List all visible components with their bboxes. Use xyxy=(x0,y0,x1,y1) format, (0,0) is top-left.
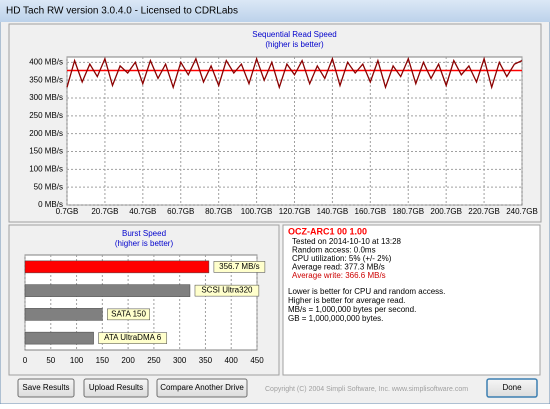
info-line: Random access: 0.0ms xyxy=(292,246,376,255)
bar-label: 356.7 MB/s xyxy=(219,262,259,271)
chart-subtitle: (higher is better) xyxy=(115,239,174,248)
x-tick-label: 100.7GB xyxy=(241,207,273,216)
y-tick-label: 150 MB/s xyxy=(29,147,63,156)
x-tick-label: 100 xyxy=(70,356,84,365)
y-tick-label: 50 MB/s xyxy=(34,182,63,191)
button[interactable] xyxy=(83,378,149,398)
x-tick-label: 250 xyxy=(147,356,161,365)
info-line: Tested on 2014-10-10 at 13:28 xyxy=(292,237,402,246)
x-tick-label: 450 xyxy=(250,356,264,365)
info-note: Lower is better for CPU and random acces… xyxy=(288,287,445,296)
bar-label: ATA UltraDMA 6 xyxy=(104,333,162,342)
button-label[interactable]: Compare Another Drive xyxy=(160,383,244,392)
label-box xyxy=(213,261,266,273)
button[interactable] xyxy=(156,378,248,398)
window-title: HD Tach RW version 3.0.4.0 - Licensed to… xyxy=(6,6,238,17)
button-label[interactable]: Upload Results xyxy=(89,383,143,392)
label-box xyxy=(107,308,150,321)
button[interactable] xyxy=(17,378,75,398)
y-tick-label: 250 MB/s xyxy=(29,111,63,120)
x-tick-label: 200.7GB xyxy=(430,207,462,216)
button-label[interactable]: Save Results xyxy=(22,383,69,392)
copyright: Copyright (C) 2004 Simpli Software, Inc.… xyxy=(265,386,468,393)
title-bar xyxy=(0,0,550,22)
bar-label: SCSI Ultra320 xyxy=(201,286,253,295)
x-tick-label: 350 xyxy=(199,356,213,365)
y-tick-label: 100 MB/s xyxy=(29,164,63,173)
bar xyxy=(24,260,210,274)
x-tick-label: 400 xyxy=(225,356,239,365)
x-tick-label: 140.7GB xyxy=(317,207,349,216)
bar xyxy=(24,331,94,345)
x-tick-label: 0.7GB xyxy=(56,207,79,216)
x-tick-label: 160.7GB xyxy=(355,207,387,216)
info-line: CPU utilization: 5% (+/- 2%) xyxy=(292,254,392,263)
x-tick-label: 180.7GB xyxy=(392,207,424,216)
info-line: Average read: 377.3 MB/s xyxy=(292,263,385,272)
y-tick-label: 400 MB/s xyxy=(29,57,63,66)
x-tick-label: 200 xyxy=(121,356,135,365)
label-box xyxy=(194,284,260,297)
chart-title: Sequential Read Speed xyxy=(252,30,337,39)
drive-name: OCZ-ARC1 00 1.00 xyxy=(288,226,367,236)
x-tick-label: 240.7GB xyxy=(506,207,538,216)
y-tick-label: 300 MB/s xyxy=(29,93,63,102)
x-tick-label: 50 xyxy=(46,356,55,365)
x-tick-label: 40.7GB xyxy=(129,207,156,216)
info-panel xyxy=(282,224,541,376)
bar xyxy=(24,284,191,297)
y-tick-label: 0 MB/s xyxy=(38,200,63,209)
y-tick-label: 350 MB/s xyxy=(29,75,63,84)
label-box xyxy=(98,332,168,344)
done-button[interactable] xyxy=(486,378,538,398)
read-speed-line xyxy=(66,56,523,90)
bar xyxy=(24,308,103,321)
x-tick-label: 80.7GB xyxy=(205,207,232,216)
info-line: Average write: 366.6 MB/s xyxy=(292,271,386,280)
chart-title: Burst Speed xyxy=(122,229,166,238)
x-tick-label: 20.7GB xyxy=(91,207,118,216)
bar-label: SATA 150 xyxy=(111,309,146,318)
y-tick-label: 200 MB/s xyxy=(29,129,63,138)
chart-subtitle: (higher is better) xyxy=(265,40,324,49)
done-label[interactable]: Done xyxy=(502,383,522,392)
info-note: Higher is better for average read. xyxy=(288,296,405,305)
x-tick-label: 60.7GB xyxy=(167,207,194,216)
info-note: GB = 1,000,000,000 bytes. xyxy=(288,314,383,323)
x-tick-label: 0 xyxy=(23,356,28,365)
x-tick-label: 150 xyxy=(96,356,110,365)
x-tick-label: 220.7GB xyxy=(468,207,500,216)
x-tick-label: 300 xyxy=(173,356,187,365)
x-tick-label: 120.7GB xyxy=(279,207,311,216)
info-note: MB/s = 1,000,000 bytes per second. xyxy=(288,305,416,314)
